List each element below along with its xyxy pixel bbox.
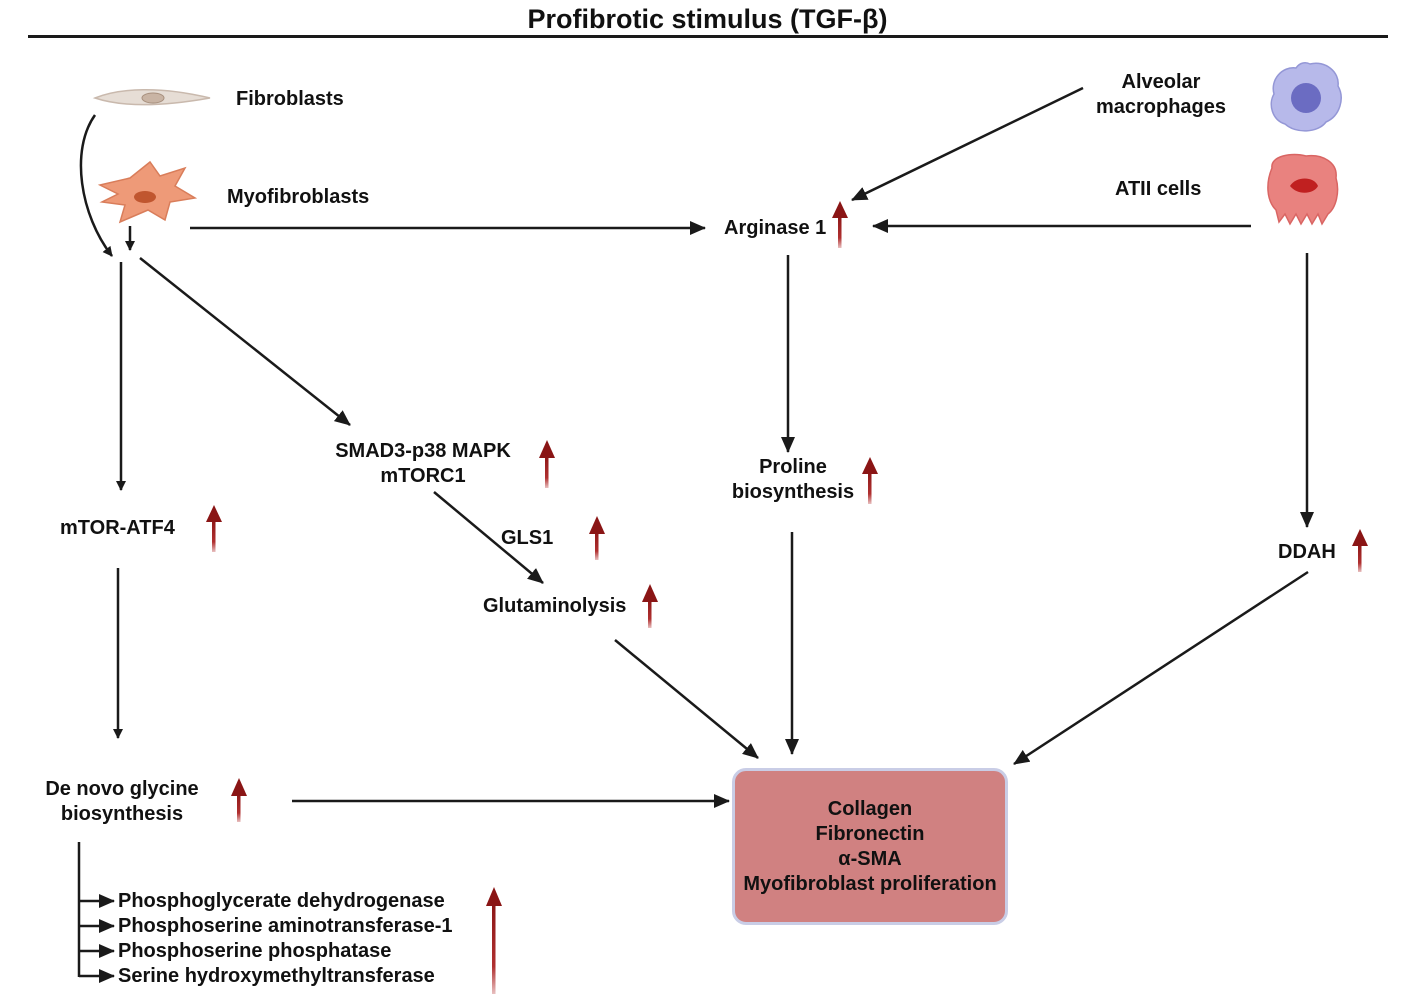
- enzyme-item: Phosphoserine aminotransferase-1: [118, 915, 453, 937]
- mtor-atf4-label: mTOR-ATF4: [60, 517, 175, 539]
- smad-label: SMAD3-p38 MAPK mTORC1: [335, 440, 511, 487]
- outcome-box: Collagen Fibronectin α-SMA Myofibroblast…: [732, 768, 1008, 925]
- fibroblast-cell-icon: [92, 89, 211, 106]
- arrow-glutaminolysis-to-outcome: [614, 639, 759, 759]
- up-arrow-enzymes: [486, 887, 502, 994]
- outcome-line: Fibronectin: [815, 822, 925, 845]
- myofibroblast-cell-icon: [97, 160, 198, 224]
- arrow-ddah-to-outcome: [1013, 570, 1309, 766]
- glycine-label: De novo glycine biosynthesis: [45, 778, 199, 825]
- title-divider: [28, 35, 1388, 38]
- enzyme-item: Phosphoserine phosphatase: [118, 940, 392, 962]
- up-arrow-mtor-atf4: [206, 505, 222, 552]
- up-arrow-gls1: [589, 516, 605, 560]
- enzyme-item: Serine hydroxymethyltransferase: [118, 965, 435, 987]
- arrow-smad-to-glutaminolysis: [433, 491, 544, 584]
- ddah-label: DDAH: [1278, 541, 1336, 563]
- up-arrow-glycine: [231, 778, 247, 822]
- myofibroblasts-label: Myofibroblasts: [227, 186, 370, 208]
- page-title: Profibrotic stimulus (TGF-β): [527, 4, 888, 34]
- gls1-label: GLS1: [501, 527, 554, 549]
- atii-cell-icon: [1267, 153, 1339, 226]
- arginase-label: Arginase 1: [724, 217, 827, 239]
- alveolar-macrophages-label: Alveolar macrophages: [1095, 71, 1227, 118]
- enzyme-item: Phosphoglycerate dehydrogenase: [118, 890, 445, 912]
- outcome-line: Collagen: [827, 797, 913, 820]
- enzyme-bracket: [77, 842, 115, 983]
- up-arrow-smad: [539, 440, 555, 488]
- up-arrow-glutaminolysis: [642, 584, 658, 628]
- proline-label: Proline biosynthesis: [731, 456, 855, 503]
- atii-cells-label: ATII cells: [1115, 178, 1202, 200]
- arrow-macrophage-to-arginase: [851, 86, 1084, 202]
- up-arrow-proline: [862, 457, 878, 504]
- arrow-to-smad: [139, 257, 351, 426]
- up-arrow-ddah: [1352, 529, 1368, 572]
- outcome-line: Myofibroblast proliferation: [743, 872, 997, 895]
- outcome-line: α-SMA: [838, 847, 902, 870]
- alveolar-macrophage-icon: [1270, 62, 1342, 132]
- fibroblasts-label: Fibroblasts: [236, 88, 344, 110]
- up-arrow-arginase: [832, 201, 848, 248]
- arrow-fibroblast-to-myofibroblast: [79, 114, 113, 257]
- glutaminolysis-label: Glutaminolysis: [483, 595, 627, 617]
